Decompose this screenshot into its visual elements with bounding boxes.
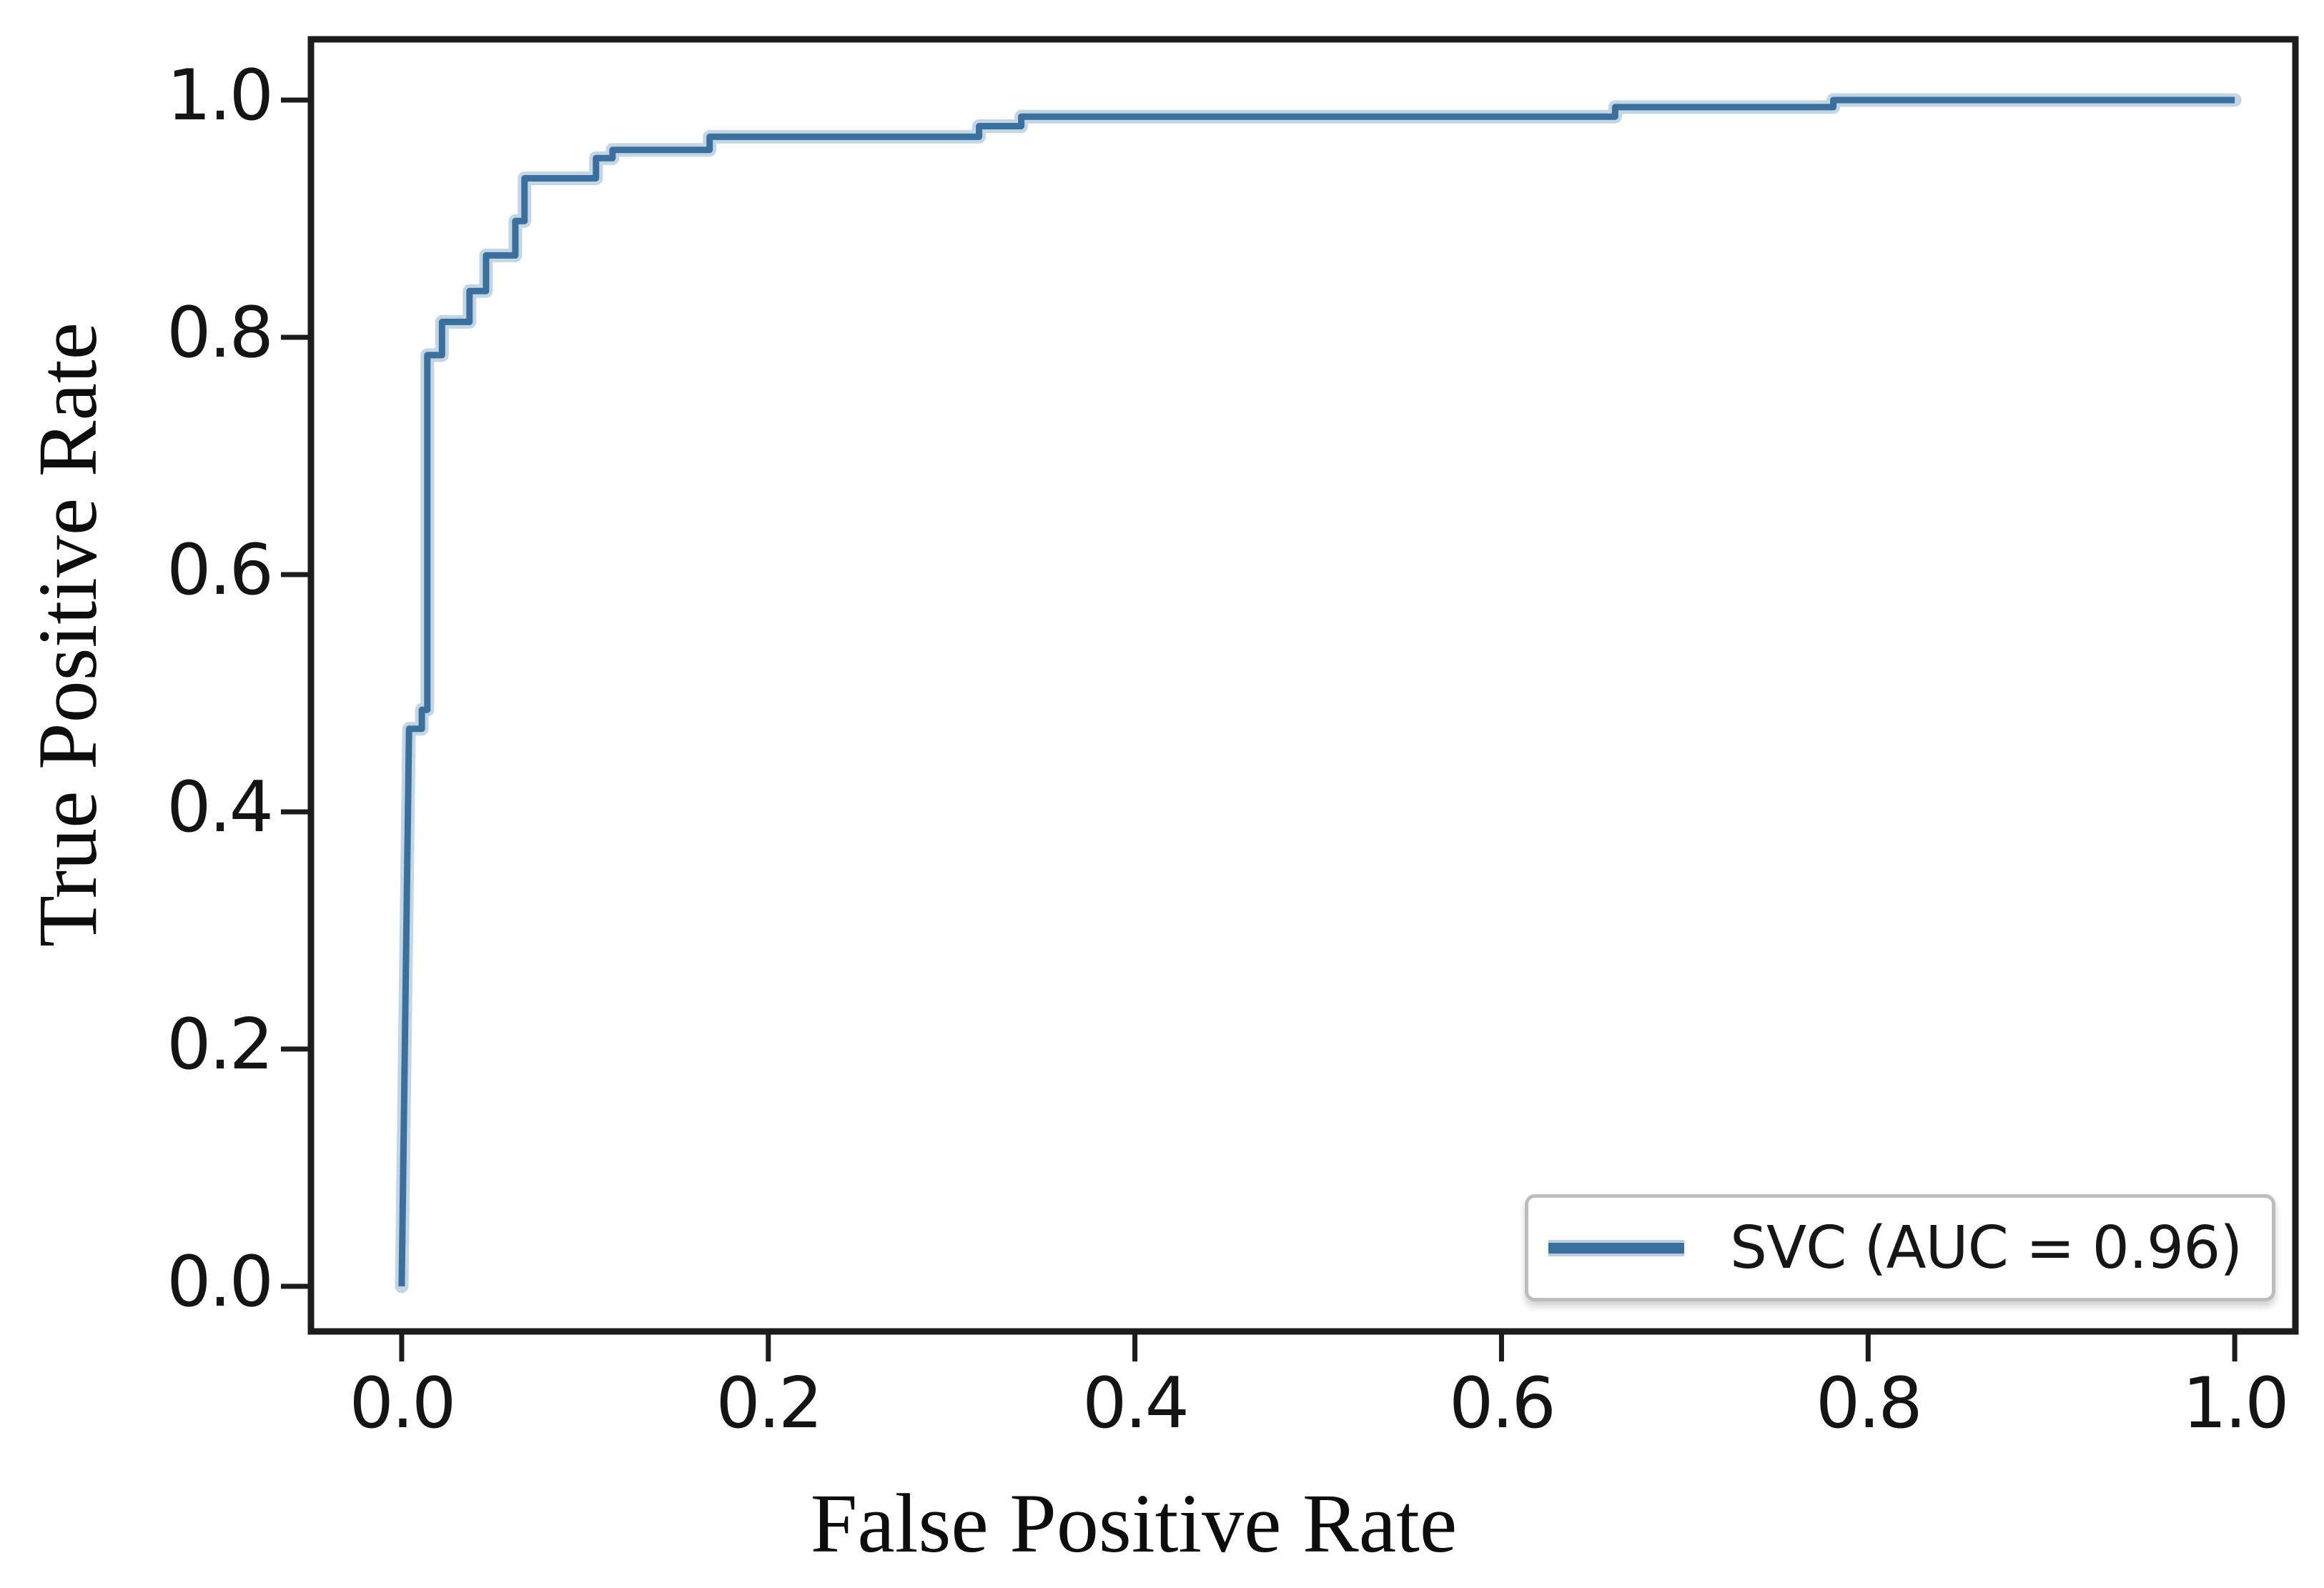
legend: SVC (AUC = 0.96) <box>1525 1194 2275 1301</box>
y-tick-label: 0.6 <box>167 529 274 611</box>
y-tick-label: 0.4 <box>167 766 274 848</box>
y-tick-label: 0.2 <box>167 1003 274 1086</box>
axes-frame <box>307 36 2299 1335</box>
y-tick-label: 0.0 <box>167 1241 274 1323</box>
legend-label: SVC (AUC = 0.96) <box>1730 1214 2243 1282</box>
x-axis-label: False Positive Rate <box>810 1477 1458 1570</box>
y-tick-label: 0.8 <box>167 292 274 374</box>
y-tick-label: 1.0 <box>167 54 274 137</box>
y-axis-label: True Positive Rate <box>21 322 114 948</box>
roc-curve-svc <box>398 96 2235 1286</box>
legend-line-sample <box>1548 1242 1684 1254</box>
x-tick-label: 0.6 <box>1449 1363 1556 1444</box>
x-tick-label: 0.8 <box>1815 1363 1923 1444</box>
x-tick-label: 0.4 <box>1082 1363 1190 1444</box>
x-tick-label: 1.0 <box>2182 1363 2290 1444</box>
roc-curve-halo <box>395 93 2242 1294</box>
x-tick-label: 0.2 <box>716 1363 823 1444</box>
x-tick-label: 0.0 <box>349 1363 456 1444</box>
